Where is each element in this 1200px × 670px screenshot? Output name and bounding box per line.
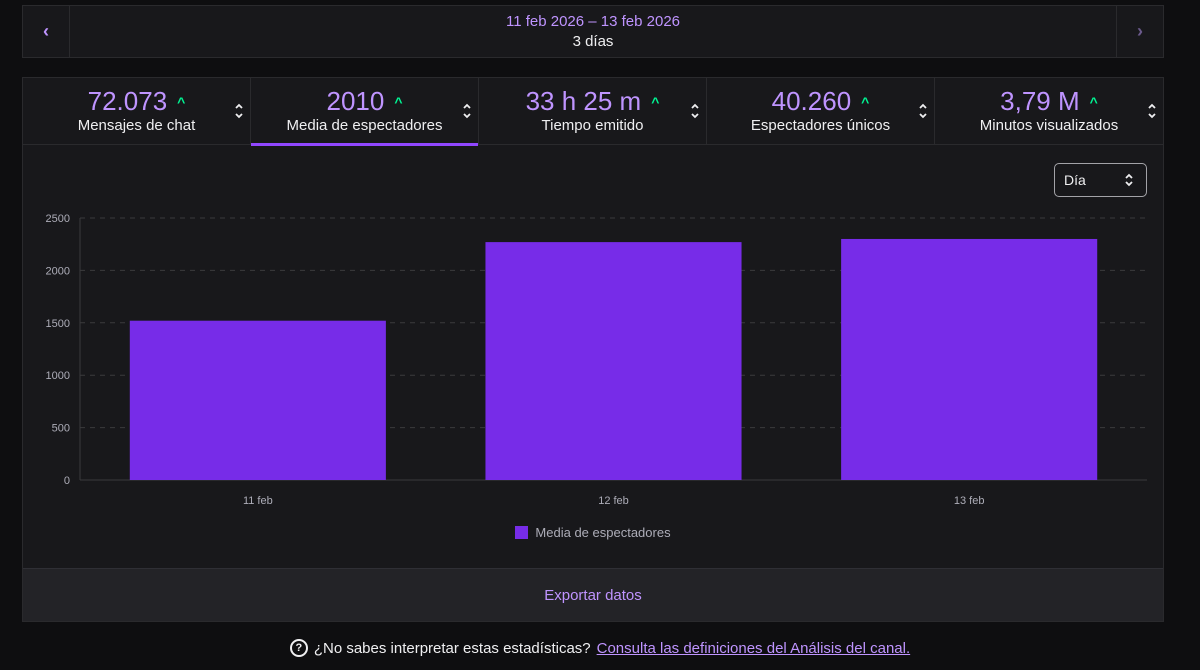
metric-label: Media de espectadores	[286, 117, 443, 134]
metric-tab-average-viewers[interactable]: 2010 ^ Media de espectadores	[251, 78, 479, 146]
channel-analytics-definitions-link[interactable]: Consulta las definiciones del Análisis d…	[596, 639, 911, 657]
metric-tab-chat-messages[interactable]: 72.073 ^ Mensajes de chat	[23, 78, 251, 145]
bar	[841, 238, 1098, 480]
sort-icon[interactable]	[234, 102, 244, 120]
metric-label: Mensajes de chat	[77, 117, 196, 134]
legend-swatch	[515, 526, 529, 539]
chart-area: 0 500 1000 1500 2000 2500 11 feb 12 feb 13 feb D…	[23, 145, 1163, 569]
sort-icon[interactable]	[918, 102, 928, 120]
trend-up-icon: ^	[1089, 94, 1098, 110]
next-period-button[interactable]: ›	[1116, 6, 1163, 57]
metric-value: 33 h 25 m	[525, 86, 642, 116]
x-tick-label: 12 feb	[598, 495, 629, 507]
stats-panel: 72.073 ^ Mensajes de chat 2010 ^ Media de …	[22, 77, 1164, 622]
x-tick-label: 13 feb	[954, 495, 985, 507]
trend-up-icon: ^	[861, 94, 870, 110]
sort-icon[interactable]	[690, 102, 700, 120]
metric-value: 72.073	[87, 86, 168, 116]
y-tick-label: 1500	[46, 318, 70, 330]
metric-tab-unique-viewers[interactable]: 40.260 ^ Espectadores únicos	[707, 78, 935, 145]
metric-value: 3,79 M	[1000, 86, 1080, 116]
date-navigator: ‹ 11 feb 2026 – 13 feb 2026 3 días ›	[22, 5, 1164, 58]
chevron-right-icon: ›	[1137, 21, 1143, 41]
help-footer: ? ¿No sabes interpretar estas estadístic…	[0, 639, 1200, 657]
trend-up-icon: ^	[394, 94, 403, 110]
bar	[129, 320, 386, 480]
chevron-left-icon: ‹	[43, 21, 49, 41]
question-icon: ?	[289, 639, 308, 657]
date-range-display: 11 feb 2026 – 13 feb 2026 3 días	[70, 6, 1116, 57]
trend-up-icon: ^	[651, 94, 660, 110]
y-tick-label: 1000	[46, 370, 70, 382]
metric-value: 2010	[326, 86, 385, 116]
sort-icon	[1125, 173, 1133, 187]
x-tick-label: 11 feb	[243, 495, 273, 507]
chart-legend: Media de espectadores	[23, 525, 1163, 540]
metric-label: Espectadores únicos	[750, 117, 891, 134]
sort-icon[interactable]	[1147, 102, 1157, 120]
export-data-button[interactable]: Exportar datos	[23, 568, 1163, 621]
previous-period-button[interactable]: ‹	[23, 6, 70, 57]
sort-icon[interactable]	[462, 102, 472, 120]
date-days-count: 3 días	[572, 32, 614, 50]
period-select[interactable]: Día	[1054, 163, 1147, 197]
date-range-text: 11 feb 2026 – 13 feb 2026	[505, 12, 681, 30]
bar	[485, 242, 742, 480]
y-tick-label: 2000	[46, 265, 70, 277]
metric-label: Tiempo emitido	[541, 117, 644, 134]
metric-tab-minutes-watched[interactable]: 3,79 M ^ Minutos visualizados	[935, 78, 1163, 145]
y-tick-label: 2500	[46, 213, 70, 225]
metric-label: Minutos visualizados	[979, 117, 1119, 134]
trend-up-icon: ^	[177, 94, 186, 110]
metrics-tabs: 72.073 ^ Mensajes de chat 2010 ^ Media de …	[23, 78, 1163, 146]
metric-tab-time-streamed[interactable]: 33 h 25 m ^ Tiempo emitido	[479, 78, 707, 145]
metric-value: 40.260	[771, 86, 852, 116]
period-select-value: Día	[1064, 172, 1086, 188]
y-tick-label: 500	[52, 423, 70, 435]
bar-chart: 0 500 1000 1500 2000 2500 11 feb 12 feb 13 feb	[46, 213, 1147, 507]
help-question: ¿No sabes interpretar estas estadísticas…	[313, 639, 591, 657]
y-tick-label: 0	[64, 475, 70, 487]
legend-label: Media de espectadores	[535, 525, 671, 540]
